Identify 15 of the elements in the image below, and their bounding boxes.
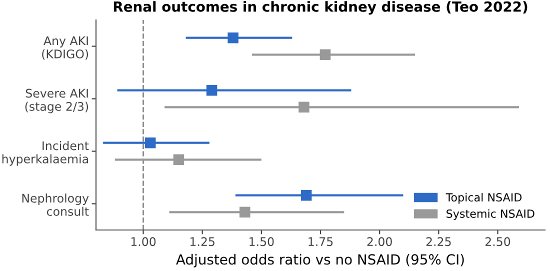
x-tick-label: 1.75	[308, 237, 333, 246]
x-tick-label: 2.50	[485, 237, 510, 246]
y-tick-label: Nephrology consult	[22, 194, 89, 216]
x-axis-title: Adjusted odds ratio vs no NSAID (95% CI)	[176, 254, 464, 268]
x-tick-label: 1.50	[250, 237, 274, 246]
legend-label: Topical NSAID	[446, 192, 522, 204]
x-tick-label: 1.00	[131, 237, 156, 246]
y-tick-label: Severe AKI (stage 2/3)	[25, 88, 88, 114]
chart-title: Renal outcomes in chronic kidney disease (Teo 2022)	[114, 1, 528, 15]
x-tick-label: 2.00	[367, 237, 392, 246]
y-tick-label: Any AKI (KDIGO)	[42, 36, 88, 60]
x-tick-label: 2.25	[426, 237, 451, 246]
x-tick-label: 1.25	[190, 237, 214, 246]
legend-label: Systemic NSAID	[446, 209, 534, 220]
y-tick-label: Incident hyperkalaemia	[2, 141, 89, 166]
